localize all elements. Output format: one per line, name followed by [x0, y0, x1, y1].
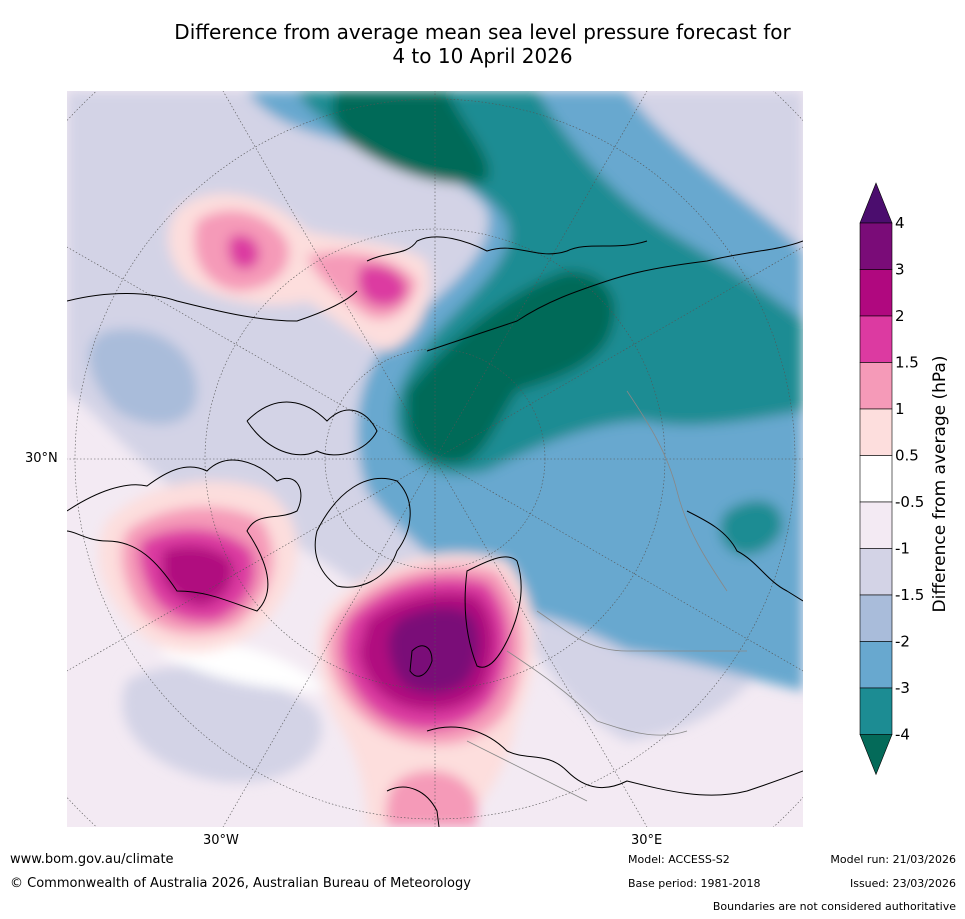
country-borders [466, 390, 747, 802]
footer-base-period: Base period: 1981-2018 [628, 877, 761, 890]
coast-canadian-arctic [246, 401, 378, 456]
colorbar: 4 3 2 1.5 1 0.5 -0.5 -1 -1.5 -2 -3 -4 [859, 182, 924, 776]
anomaly-band-neg1-left [88, 329, 197, 425]
colorbar-tick-label: -1 [895, 540, 910, 558]
footer-copyright: © Commonwealth of Australia 2026, Austra… [10, 876, 471, 891]
colorbar-segment [859, 455, 893, 503]
colorbar-extend-top [859, 182, 893, 224]
colorbar-tick-label: 1 [895, 400, 905, 418]
colorbar-tick-label: 1.5 [895, 354, 919, 372]
colorbar-tick-label: 0.5 [895, 447, 919, 465]
colorbar-segment [859, 594, 893, 642]
footer-model-run: Model run: 21/03/2026 [830, 853, 956, 866]
colorbar-segment [859, 687, 893, 735]
chart-title: Difference from average mean sea level p… [0, 20, 965, 68]
coast-scandinavia [464, 556, 522, 668]
graticule [67, 91, 803, 827]
coast-siberia-north [426, 240, 803, 352]
anomaly-band-pos15-nw [228, 234, 260, 270]
colorbar-tick-label: -4 [895, 726, 910, 744]
coast-british-isles [409, 645, 433, 677]
colorbar-tick-label: -3 [895, 679, 910, 697]
anomaly-band-neg4-north [332, 91, 489, 184]
lon-label-30e: 30°E [631, 833, 663, 848]
coast-north-america [67, 459, 302, 612]
coast-greenland [314, 477, 411, 588]
colorbar-tick-label: -1.5 [895, 586, 924, 604]
colorbar-segment [859, 548, 893, 596]
anomaly-band-pos15-ne [357, 265, 407, 307]
title-line-2: 4 to 10 April 2026 [392, 44, 573, 68]
coast-europe [426, 726, 803, 796]
colorbar-tick-label: 4 [895, 214, 905, 232]
colorbar-segment [859, 501, 893, 549]
footer-issued: Issued: 23/03/2026 [849, 877, 956, 890]
coastlines [67, 236, 803, 827]
colorbar-tick-label: 2 [895, 307, 905, 325]
lon-label-30w: 30°W [203, 833, 239, 848]
anomaly-band-neg1-sw [122, 666, 322, 783]
colorbar-segment [859, 362, 893, 410]
colorbar-tick-label: -2 [895, 633, 910, 651]
title-line-1: Difference from average mean sea level p… [174, 20, 791, 44]
footer-url[interactable]: www.bom.gov.au/climate [10, 852, 174, 867]
coast-iberia [386, 786, 440, 827]
footer-model: Model: ACCESS-S2 [628, 853, 730, 866]
anomaly-band-neg4-central [407, 271, 615, 464]
pressure-anomaly-map [67, 91, 803, 827]
colorbar-segment [859, 408, 893, 456]
coast-siberia-east [366, 236, 648, 262]
lat-label-30n: 30°N [25, 451, 58, 466]
colorbar-extend-bottom [859, 734, 893, 776]
anomaly-band-neg3-east [720, 500, 783, 555]
footer-disclaimer: Boundaries are not considered authoritat… [712, 900, 956, 913]
coast-asia-east [686, 510, 803, 602]
coast-alaska [67, 290, 358, 322]
colorbar-segment [859, 222, 893, 270]
colorbar-segment [859, 641, 893, 689]
colorbar-segment [859, 269, 893, 317]
colorbar-tick-label: 3 [895, 261, 905, 279]
colorbar-tick-label: -0.5 [895, 493, 924, 511]
anomaly-band-pos1-south [386, 770, 477, 827]
anomaly-band-white-sw [157, 643, 327, 691]
colorbar-segment [859, 315, 893, 363]
colorbar-label: Difference from average (hPa) [930, 355, 950, 613]
